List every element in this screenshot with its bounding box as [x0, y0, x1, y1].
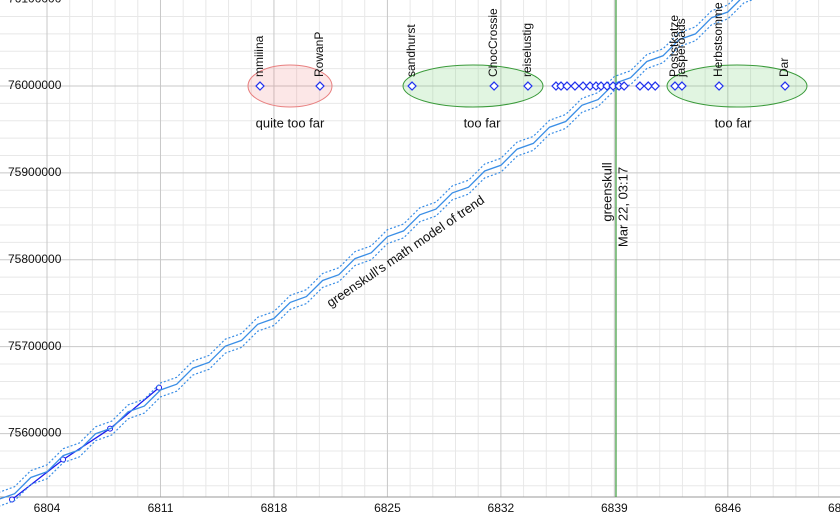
y-tick-label: 76100000 — [8, 0, 62, 5]
annotation: too far — [715, 115, 753, 130]
x-tick-label: 6804 — [34, 501, 61, 515]
guess-label: jasperoads — [674, 18, 688, 78]
marks: greenskull Mar 22, 03:17 mmiiina RowanP sand… — [0, 0, 791, 507]
y-tick-label: 76000000 — [8, 78, 62, 92]
y-tick-label: 75700000 — [8, 339, 62, 353]
guess-point — [489, 81, 499, 91]
trend-line — [0, 0, 741, 500]
x-tick-label: 6839 — [601, 501, 628, 515]
series-line — [11, 387, 160, 501]
guess-label: RowanP — [312, 32, 326, 77]
x-tick-label: 6811 — [148, 501, 174, 515]
x-tick-label: 6832 — [488, 501, 515, 515]
x-tick-label: 6818 — [261, 501, 288, 515]
guess-label: Herbstsomme — [711, 2, 725, 77]
guess-point — [619, 81, 629, 91]
y-tick-label: 75900000 — [8, 165, 62, 179]
guess-label: ChocCrossie — [486, 8, 500, 77]
x-tick-label: 6846 — [714, 501, 741, 515]
marker-label: greenskull — [599, 162, 614, 221]
guess-point — [523, 81, 533, 91]
guess-point — [670, 81, 680, 91]
y-tick-label: 75800000 — [8, 252, 62, 266]
marker-sublabel: Mar 22, 03:17 — [615, 167, 630, 247]
guess-point — [315, 81, 325, 91]
guess-label: Dar — [777, 58, 791, 77]
guess-point — [578, 81, 588, 91]
guess-point — [562, 81, 572, 91]
range-ellipse — [666, 64, 808, 108]
range-ellipse — [247, 64, 333, 108]
guess-point — [635, 81, 645, 91]
guess-label: reiselustig — [520, 23, 534, 77]
trend-band — [0, 0, 754, 507]
guess-point — [570, 81, 580, 91]
annotation: too far — [464, 115, 502, 130]
guess-label: sandhurst — [404, 24, 418, 77]
x-tick-label: 6853 — [828, 501, 840, 515]
x-tick-label: 6825 — [374, 501, 401, 515]
data-point — [8, 496, 15, 503]
guess-point — [650, 81, 661, 91]
guess-point — [677, 81, 687, 91]
annotation: quite too far — [256, 115, 325, 130]
guess-point — [255, 81, 265, 91]
guess-label: Poststkatze — [667, 15, 681, 77]
guess-point — [714, 81, 724, 91]
y-tick-label: 75600000 — [8, 426, 62, 440]
trend-band — [0, 0, 734, 493]
range-ellipse — [402, 64, 544, 108]
guess-point — [780, 81, 790, 91]
guess-point — [407, 81, 417, 91]
guess-point — [643, 81, 654, 91]
guess-label: mmiiina — [252, 35, 266, 77]
